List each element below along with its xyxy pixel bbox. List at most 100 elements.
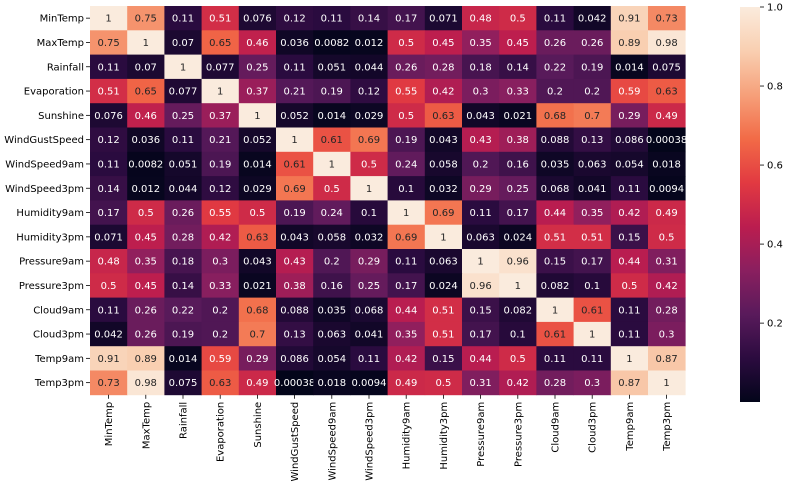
- cell-value-label: 0.14: [172, 281, 194, 292]
- heatmap-cell: [536, 273, 574, 298]
- cell-value-label: 0.44: [544, 208, 566, 219]
- heatmap-cell: [313, 346, 351, 371]
- colorbar-tick-label: 0.2: [767, 319, 783, 330]
- cell-value-label: 0.044: [355, 62, 384, 73]
- heatmap-cell: [238, 54, 277, 80]
- heatmap-cell: [313, 297, 351, 323]
- cell-value-label: 0.043: [243, 257, 272, 268]
- heatmap-cell: [127, 224, 165, 250]
- heatmap-cell: [350, 103, 388, 128]
- cell-value-label: 0.15: [544, 257, 566, 268]
- heatmap-cell: [313, 151, 351, 177]
- cell-value-label: 0.041: [355, 330, 384, 341]
- cell-value-label: 0.38: [283, 281, 305, 292]
- heatmap-cell: [536, 176, 574, 201]
- heatmap-cell: [610, 30, 649, 55]
- cell-value-label: 0.11: [172, 135, 194, 146]
- cell-value-label: 0.5: [510, 354, 526, 365]
- heatmap-cell: [462, 176, 500, 201]
- cell-value-label: 0.2: [473, 159, 489, 170]
- heatmap-cell: [127, 30, 165, 55]
- cell-value-label: 0.051: [169, 159, 198, 170]
- cell-value-label: 0.018: [317, 378, 346, 389]
- heatmap-cell: [127, 176, 165, 201]
- heatmap-cell: [387, 200, 426, 226]
- cell-value-label: 0.1: [398, 184, 414, 195]
- heatmap-cell: [499, 249, 537, 274]
- cell-value-label: 0.18: [172, 257, 194, 268]
- heatmap-cell: [424, 346, 463, 371]
- heatmap-cell: [238, 224, 277, 250]
- cell-value-label: 0.13: [581, 135, 603, 146]
- heatmap-cell: [313, 249, 351, 274]
- cell-value-label: 0.5: [101, 281, 117, 292]
- heatmap-cell: [424, 6, 463, 31]
- x-tick-label: Evaporation: [216, 402, 227, 462]
- cell-value-label: 0.44: [469, 354, 491, 365]
- heatmap-cell: [127, 370, 165, 396]
- heatmap-cell: [499, 370, 537, 396]
- cell-value-label: 0.2: [324, 257, 340, 268]
- heatmap-cell: [424, 78, 463, 104]
- heatmap-cell: [573, 273, 612, 298]
- cell-value-label: 0.42: [395, 354, 417, 365]
- heatmap-cell: [201, 176, 240, 201]
- cell-value-label: 0.11: [97, 305, 119, 316]
- heatmap-cell: [350, 176, 388, 201]
- cell-value-label: 0.5: [398, 111, 414, 122]
- heatmap-cell: [164, 224, 202, 250]
- cell-value-label: 0.42: [209, 232, 231, 243]
- cell-value-label: 0.16: [507, 159, 529, 170]
- cell-value-label: 0.063: [466, 232, 495, 243]
- heatmap-cell: [276, 151, 314, 177]
- heatmap-cell: [276, 273, 314, 298]
- cell-value-label: 0.11: [618, 330, 640, 341]
- cell-value-label: 0.42: [507, 378, 529, 389]
- cell-value-label: 0.45: [432, 38, 454, 49]
- heatmap-cell: [350, 30, 388, 55]
- cell-value-label: 0.021: [243, 281, 272, 292]
- cell-value-label: 0.21: [209, 135, 231, 146]
- heatmap-cell: [164, 200, 202, 226]
- heatmap-cell: [610, 224, 649, 250]
- heatmap-cell: [313, 176, 351, 201]
- cell-value-label: 0.035: [541, 159, 570, 170]
- cell-value-label: 0.17: [469, 330, 491, 341]
- cell-value-label: 0.49: [655, 111, 677, 122]
- cell-value-label: 0.18: [469, 62, 491, 73]
- cell-value-label: 0.45: [135, 281, 157, 292]
- heatmap-cell: [164, 6, 202, 31]
- cell-value-label: 0.91: [97, 354, 119, 365]
- cell-value-label: 1: [254, 111, 260, 122]
- heatmap-cell: [573, 103, 612, 128]
- cell-value-label: 1: [515, 281, 521, 292]
- heatmap-cell: [90, 200, 128, 226]
- heatmap-cell: [387, 151, 426, 177]
- heatmap-cell: [499, 103, 537, 128]
- cell-value-label: 0.51: [97, 87, 119, 98]
- y-tick-label: WindGustSpeed: [4, 135, 84, 146]
- heatmap-cell: [536, 127, 574, 153]
- cell-value-label: 0.96: [469, 281, 491, 292]
- heatmap-cell: [648, 151, 686, 177]
- cell-value-label: 0.63: [209, 378, 231, 389]
- heatmap-cell: [499, 346, 537, 371]
- heatmap-cell: [610, 370, 649, 396]
- x-tick-label: WindSpeed3pm: [365, 402, 376, 481]
- cell-value-label: 0.61: [544, 330, 566, 341]
- cell-value-label: 0.051: [317, 62, 346, 73]
- heatmap-cell: [610, 297, 649, 323]
- cell-value-label: 0.5: [621, 281, 637, 292]
- cell-value-label: 0.21: [283, 87, 305, 98]
- heatmap-cell: [387, 54, 426, 80]
- heatmap-cell: [648, 30, 686, 55]
- heatmap-cell: [238, 127, 277, 153]
- heatmap-cell: [164, 151, 202, 177]
- cell-value-label: 0.082: [541, 281, 570, 292]
- cell-value-label: 0.071: [94, 232, 123, 243]
- heatmap-cell: [462, 54, 500, 80]
- heatmap-cell: [238, 30, 277, 55]
- heatmap-cell: [90, 151, 128, 177]
- heatmap-cell: [313, 224, 351, 250]
- heatmap-cell: [164, 30, 202, 55]
